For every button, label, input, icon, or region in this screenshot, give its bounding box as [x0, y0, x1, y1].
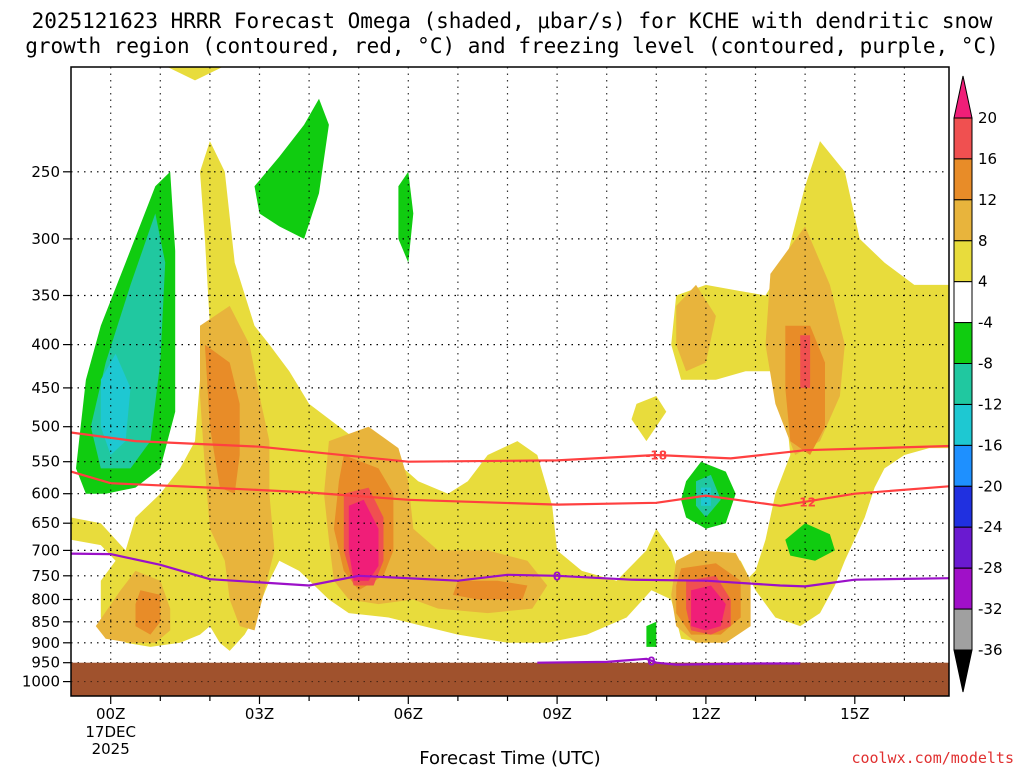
y-tick-label-600: 600	[31, 485, 60, 503]
colorbar-label-neg20: -20	[978, 477, 1003, 495]
colorbar-bin-6	[953, 363, 973, 405]
x-tick-label-15Z: 15Z	[840, 705, 869, 723]
ground-fill	[71, 662, 949, 696]
y-tick-label-250: 250	[31, 163, 60, 181]
plot-area: -18 -12 0 0	[70, 66, 950, 697]
y-tick-label-450: 450	[31, 379, 60, 397]
colorbar-label-neg4: -4	[978, 314, 993, 332]
x-tick-label-09Z: 09Z	[542, 705, 571, 723]
colorbar-label-neg28: -28	[978, 559, 1003, 577]
colorbar-bin-12	[953, 608, 973, 651]
colorbar-bin-9	[953, 485, 973, 528]
omega-region-neg4-4	[785, 523, 835, 561]
y-tick-label-950: 950	[31, 654, 60, 672]
grid-lines	[71, 67, 949, 696]
omega-region-neg4-1	[254, 98, 329, 239]
freezing-level-contour-0	[71, 552, 949, 588]
colorbar-bin-4	[953, 281, 973, 324]
omega-region-16-2	[800, 335, 811, 388]
colorbar-bin-7	[953, 404, 973, 446]
x-tick-label-12Z: 12Z	[691, 705, 720, 723]
omega-region-12-3	[453, 580, 528, 600]
dgz-contour-0-label: -18	[645, 449, 667, 463]
omega-region-12-0	[135, 590, 161, 635]
omega-region-12-5	[785, 325, 825, 455]
x-tick-sublabel-17DEC: 17DEC	[85, 723, 136, 741]
x-tick-sublabel-2025: 2025	[92, 740, 130, 758]
y-tick-label-800: 800	[31, 591, 60, 609]
colorbar-label-neg32: -32	[978, 600, 1003, 618]
colorbar-label-4: 4	[978, 273, 988, 291]
omega-region-4-0	[71, 141, 949, 696]
omega-region-4-1	[167, 67, 223, 81]
credit-text: coolwx.com/modelts	[851, 749, 1014, 767]
colorbar-bin-2	[953, 199, 973, 242]
x-tick-label-03Z: 03Z	[245, 705, 274, 723]
plot-frame	[70, 66, 950, 697]
y-tick-label-500: 500	[31, 418, 60, 436]
omega-region-neg4-5	[646, 621, 657, 647]
x-tick-label-06Z: 06Z	[394, 705, 423, 723]
omega-region-4-2	[631, 396, 667, 442]
x-axis-label: Forecast Time (UTC)	[419, 748, 600, 768]
colorbar-bin-11	[953, 567, 973, 610]
colorbar-bin-0	[953, 117, 973, 160]
colorbar-label-12: 12	[978, 191, 997, 209]
chart-title-line-2: growth region (contoured, red, °C) and f…	[25, 34, 999, 58]
temperature-contours: -18 -12 0 0	[71, 431, 949, 668]
x-tick-label-00Z: 00Z	[96, 705, 125, 723]
chart-title-line-1: 2025121623 HRRR Forecast Omega (shaded, …	[32, 9, 993, 33]
y-tick-label-400: 400	[31, 336, 60, 354]
colorbar-bin-5	[953, 322, 973, 365]
freezing-level-contour-1-label: 0	[647, 654, 655, 668]
colorbar-label-8: 8	[978, 232, 988, 250]
colorbar: 20 16 12 8 4 -4 -8 -12 -16 -20 -24 -28 -32 -36	[953, 75, 1003, 693]
y-tick-label-900: 900	[31, 634, 60, 652]
colorbar-label-neg16: -16	[978, 436, 1003, 454]
dgz-contour-1	[71, 470, 949, 507]
y-tick-label-550: 550	[31, 453, 60, 471]
omega-region-neg4-2	[398, 171, 414, 263]
dgz-contour-0	[71, 431, 949, 463]
dgz-contour-1-label: -12	[794, 495, 816, 509]
colorbar-bin-3	[953, 240, 973, 283]
colorbar-bin-8	[953, 444, 973, 487]
y-tick-label-650: 650	[31, 514, 60, 532]
colorbar-bin-10	[953, 526, 973, 569]
colorbar-bin-1	[953, 158, 973, 201]
colorbar-label-neg8: -8	[978, 355, 993, 373]
colorbar-top-extension	[953, 75, 973, 119]
y-tick-label-850: 850	[31, 613, 60, 631]
colorbar-label-neg12: -12	[978, 396, 1003, 414]
freezing-level-contour-0-label: 0	[553, 569, 561, 583]
colorbar-bottom-extension	[953, 649, 973, 693]
y-tick-label-750: 750	[31, 567, 60, 585]
y-tick-label-1000: 1000	[22, 673, 60, 691]
colorbar-label-16: 16	[978, 150, 997, 168]
y-tick-label-700: 700	[31, 541, 60, 559]
omega-region-neg12-0	[100, 353, 131, 455]
y-axis: 250 300 350 400 450 500 550 600 650 700 750 800 850 9…	[22, 163, 71, 691]
ground-layer	[71, 662, 949, 696]
omega-region-20-0	[348, 499, 379, 581]
y-tick-label-300: 300	[31, 230, 60, 248]
colorbar-label-20: 20	[978, 109, 997, 127]
colorbar-label-neg36: -36	[978, 641, 1003, 659]
freezing-level-contour-1	[537, 657, 801, 666]
omega-region-20-1	[691, 585, 726, 631]
y-tick-label-350: 350	[31, 287, 60, 305]
colorbar-label-neg24: -24	[978, 518, 1003, 536]
omega-region-12-1	[204, 344, 240, 494]
omega-region-8-5	[676, 284, 716, 372]
